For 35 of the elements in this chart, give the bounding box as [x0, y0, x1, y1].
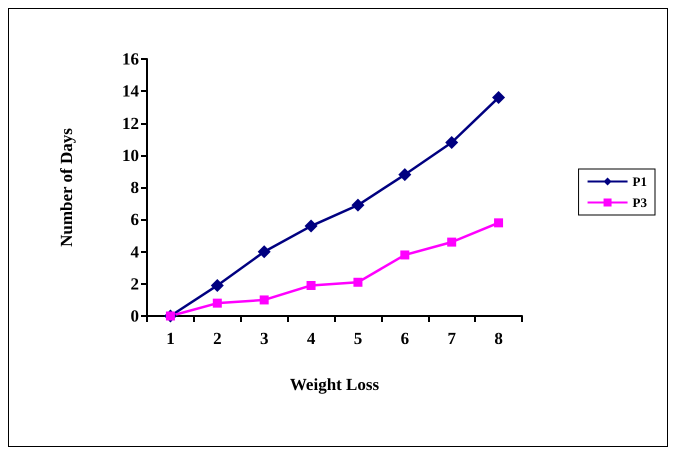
x-tick-label: 5 [354, 329, 362, 348]
y-axis-title: Number of Days [57, 128, 76, 247]
x-tick-label: 7 [447, 329, 456, 348]
point [400, 250, 410, 260]
point [306, 280, 316, 290]
point [447, 238, 456, 247]
y-tick-label: 6 [130, 210, 139, 230]
point [258, 245, 271, 258]
point [260, 295, 269, 304]
y-tick-label: 8 [130, 178, 139, 197]
y-tick-label: 2 [130, 274, 139, 294]
point [353, 278, 362, 287]
point [494, 218, 504, 228]
x-tick-label: 3 [260, 329, 268, 348]
y-tick-label: 4 [130, 242, 140, 262]
y-tick-label: 10 [122, 146, 139, 165]
x-tick-label: 4 [306, 329, 316, 348]
y-tick-label: 0 [130, 306, 139, 326]
point [351, 198, 364, 212]
x-tick-label: 1 [166, 329, 175, 348]
point [398, 168, 412, 182]
point [210, 278, 224, 292]
y-tick-label: 16 [122, 50, 139, 68]
x-tick-label: 6 [400, 329, 410, 348]
legend-label: P3 [632, 195, 648, 210]
x-axis-title: Weight Loss [290, 375, 380, 394]
y-tick-label: 14 [122, 82, 140, 101]
point [212, 298, 222, 308]
legend-label: P1 [632, 174, 648, 189]
x-tick-label: 8 [494, 329, 503, 348]
point [304, 220, 318, 233]
y-tick-label: 12 [122, 114, 139, 133]
x-tick-label: 2 [213, 329, 222, 348]
point [492, 91, 506, 104]
point [445, 136, 458, 150]
